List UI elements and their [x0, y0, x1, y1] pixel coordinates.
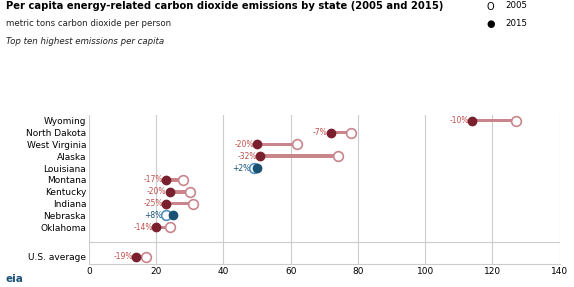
- Text: -32%: -32%: [238, 152, 257, 161]
- Text: metric tons carbon dioxide per person: metric tons carbon dioxide per person: [6, 19, 171, 28]
- Text: Per capita energy-related carbon dioxide emissions by state (2005 and 2015): Per capita energy-related carbon dioxide…: [6, 1, 443, 11]
- Bar: [254, 166, 257, 170]
- Bar: [331, 131, 351, 134]
- Bar: [472, 119, 516, 123]
- Text: O: O: [487, 2, 495, 12]
- Bar: [257, 143, 297, 146]
- Bar: [166, 178, 183, 182]
- Text: -20%: -20%: [147, 187, 166, 196]
- Text: -20%: -20%: [234, 140, 254, 149]
- Bar: [156, 226, 170, 229]
- Text: 2015: 2015: [505, 19, 527, 28]
- Bar: [166, 202, 193, 205]
- Text: +8%: +8%: [145, 211, 163, 220]
- Text: eia: eia: [6, 274, 24, 284]
- Text: -19%: -19%: [113, 253, 133, 261]
- Text: -14%: -14%: [133, 223, 153, 232]
- Text: -17%: -17%: [144, 175, 163, 185]
- Bar: [166, 214, 173, 217]
- Text: -7%: -7%: [313, 128, 328, 137]
- Text: ●: ●: [487, 20, 495, 29]
- Text: Top ten highest emissions per capita: Top ten highest emissions per capita: [6, 37, 164, 46]
- Bar: [261, 154, 338, 158]
- Text: +2%: +2%: [232, 164, 250, 172]
- Bar: [136, 255, 146, 259]
- Text: 2005: 2005: [505, 1, 527, 10]
- Text: -25%: -25%: [144, 199, 163, 208]
- Text: -10%: -10%: [449, 116, 469, 125]
- Bar: [170, 190, 190, 193]
